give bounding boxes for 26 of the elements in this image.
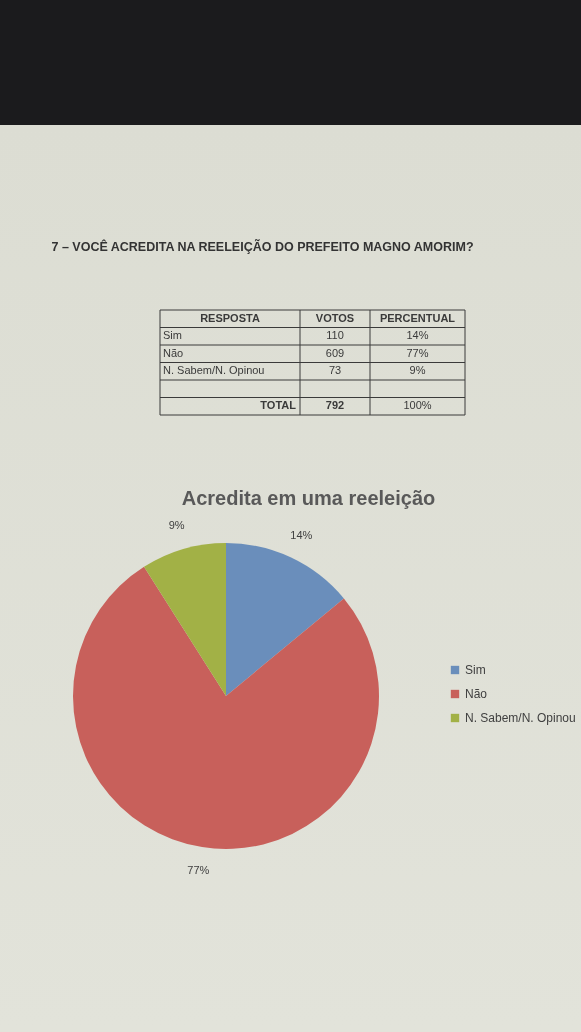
text: VOTOS (315, 311, 355, 324)
data-label: 9% (409, 364, 426, 377)
pie-slice (144, 543, 226, 696)
category-label: Sim (163, 329, 182, 342)
text: RESPOSTA (200, 311, 260, 324)
text: 100% (403, 399, 432, 412)
text: PERCENTUAL (379, 311, 456, 324)
data-label: 110 (326, 329, 344, 342)
chart-title: Acredita em uma reeleição (181, 487, 436, 509)
data-label: 14% (406, 329, 429, 342)
data-label: 609 (325, 346, 345, 359)
legend-label: Não (465, 687, 488, 701)
text: 792 (325, 399, 345, 412)
legend-label: Sim (465, 663, 486, 677)
data-label: 9% (168, 519, 185, 532)
data-label: 14% (290, 528, 313, 541)
pie-slice (226, 543, 344, 696)
category-label: Não (163, 346, 184, 359)
legend-label: N. Sabem/N. Opinou (465, 711, 576, 725)
text: 7 – VOCÊ ACREDITA NA REELEIÇÃO DO PREFEITO MAGNO AMORIM? (51, 239, 474, 254)
data-label: 73 (328, 364, 342, 377)
pie-slice (73, 566, 379, 849)
category-label: N. Sabem/N. Opinou (163, 364, 265, 377)
data-label: 77% (406, 346, 429, 359)
data-label: 77% (187, 863, 210, 876)
text: TOTAL (260, 399, 297, 412)
